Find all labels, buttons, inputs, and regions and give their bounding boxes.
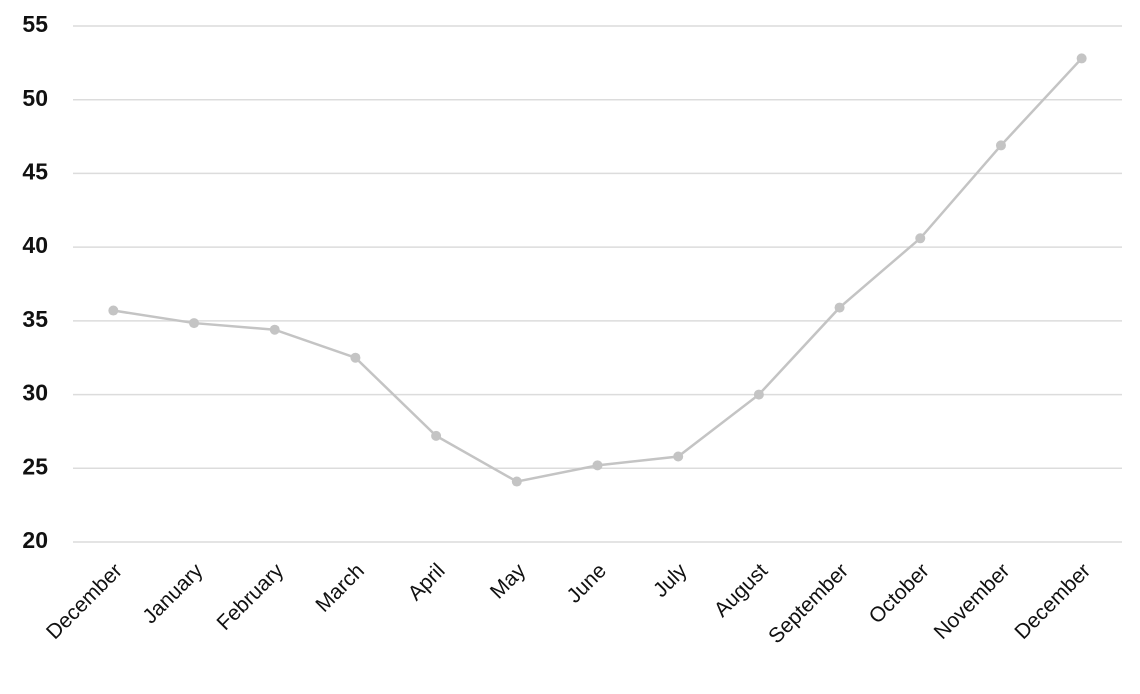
- x-tick-label: October: [865, 559, 934, 628]
- y-tick-label: 30: [22, 380, 48, 406]
- point: [753, 389, 764, 400]
- point: [511, 476, 522, 487]
- point: [1076, 53, 1087, 64]
- x-tick-label: November: [930, 559, 1015, 644]
- point: [673, 451, 684, 462]
- x-tick-label: September: [764, 559, 853, 648]
- point: [995, 140, 1006, 151]
- x-tick-label: August: [710, 559, 773, 622]
- x-tick-label: March: [311, 559, 369, 617]
- y-tick-label: 50: [22, 85, 48, 111]
- y-tick-label: 20: [22, 527, 48, 553]
- line: [113, 57, 1083, 483]
- x-tick-label: February: [213, 559, 289, 635]
- point: [350, 352, 361, 363]
- x-tick-label: December: [1010, 559, 1095, 644]
- y-tick-label: 40: [22, 232, 48, 258]
- x-tick-label: April: [404, 559, 450, 605]
- point: [431, 430, 442, 441]
- point: [269, 324, 280, 335]
- x-tick-label: June: [562, 559, 610, 607]
- point: [108, 305, 119, 316]
- point: [915, 233, 926, 244]
- y-tick-label: 55: [22, 11, 48, 37]
- point: [592, 460, 603, 471]
- x-tick-label: July: [649, 559, 692, 602]
- y-tick-label: 45: [22, 159, 48, 185]
- y-tick-label: 35: [22, 306, 48, 332]
- point: [834, 302, 845, 313]
- y-tick-label: 25: [22, 453, 48, 479]
- point: [189, 318, 200, 329]
- x-tick-label: January: [138, 559, 207, 628]
- x-tick-label: December: [42, 559, 127, 644]
- x-tick-label: May: [486, 559, 531, 604]
